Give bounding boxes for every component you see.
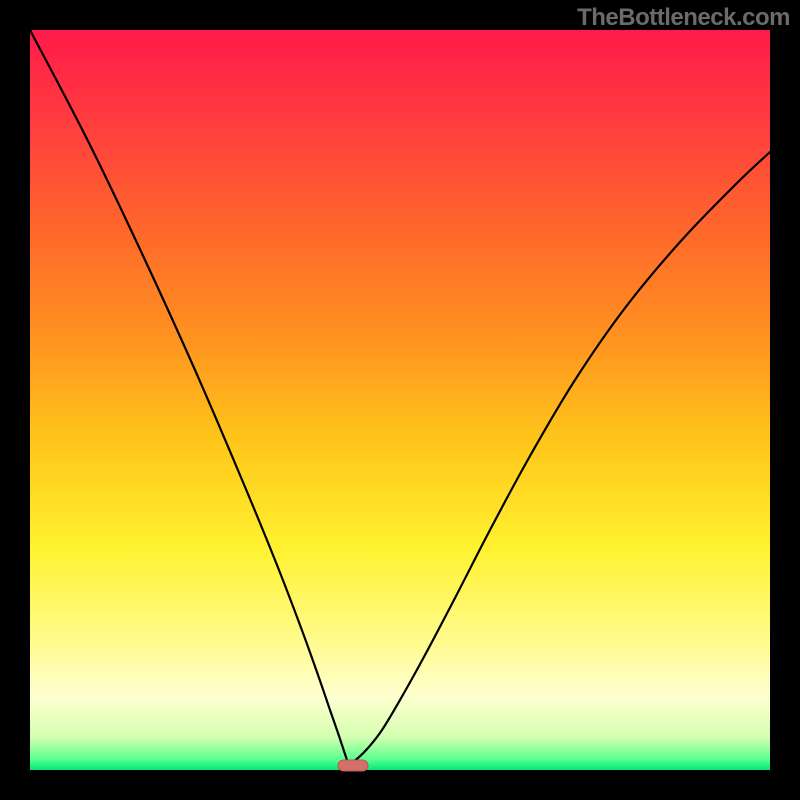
- bottleneck-marker: [338, 760, 368, 771]
- plot-background: [30, 30, 770, 770]
- chart-container: TheBottleneck.com: [0, 0, 800, 800]
- watermark-text: TheBottleneck.com: [577, 4, 790, 32]
- chart-svg: [0, 0, 800, 800]
